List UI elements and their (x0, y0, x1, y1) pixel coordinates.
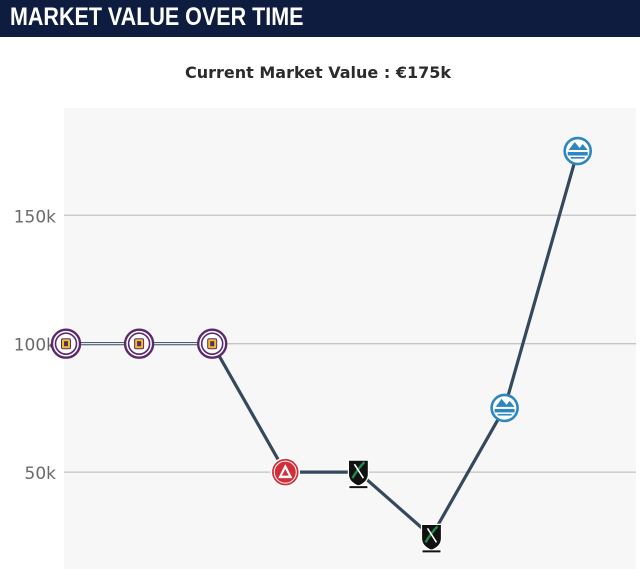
page-header: MARKET VALUE OVER TIME (0, 0, 640, 37)
chart-title: Current Market Value : €175k (184, 63, 451, 82)
y-tick-label-50k: 50k (25, 464, 57, 484)
club-c-crest-icon (347, 459, 370, 490)
y-tick-label-100k: 100k (14, 336, 56, 356)
club-markers (50, 136, 593, 554)
club-d-crest-icon (490, 393, 519, 423)
y-tick-label-150k: 150k (14, 207, 56, 227)
club-b-crest-icon (270, 457, 301, 487)
line-segment (210, 342, 287, 474)
club-a-crest-icon (50, 328, 82, 359)
line-segment (429, 406, 507, 538)
club-a-crest-icon (123, 328, 155, 359)
line-segment (356, 470, 434, 538)
y-axis-ticks: 50k 100k 150k (14, 207, 56, 484)
club-d-crest-icon (563, 136, 593, 166)
plot-area (64, 108, 636, 569)
line-segment (503, 149, 580, 410)
club-a-crest-icon (196, 328, 228, 359)
club-c-crest-icon (420, 523, 443, 554)
page-title: MARKET VALUE OVER TIME (10, 3, 304, 31)
